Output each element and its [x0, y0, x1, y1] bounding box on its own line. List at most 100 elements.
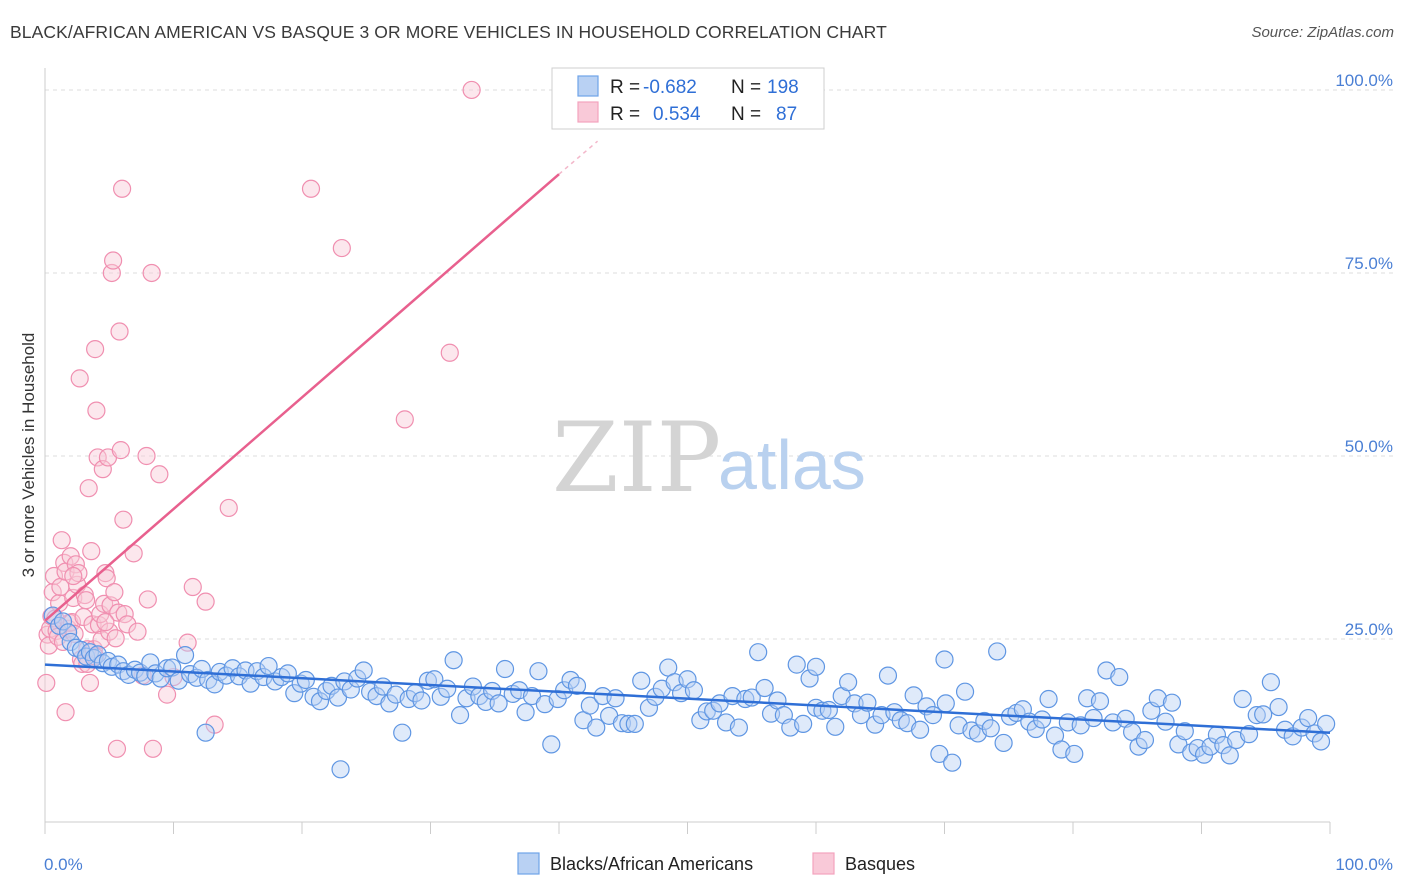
blacks-trendline — [44, 663, 1331, 734]
basques-point — [150, 465, 169, 484]
blacks-point — [1156, 712, 1175, 731]
basques-trendline — [44, 173, 560, 622]
basques-point — [114, 510, 133, 529]
blacks-point — [495, 659, 515, 679]
blacks-point — [936, 694, 955, 713]
blacks-point — [839, 673, 858, 692]
basques-point — [138, 590, 157, 609]
blacks-point — [587, 718, 606, 737]
gridlines — [45, 89, 1395, 640]
basques-point — [44, 566, 64, 586]
basques-point — [95, 594, 114, 613]
basques-point — [64, 566, 83, 586]
blacks-point — [1239, 725, 1259, 744]
basques-point — [143, 739, 163, 758]
blacks-point — [755, 678, 774, 698]
blacks-point — [606, 689, 625, 708]
blacks-point — [259, 656, 278, 676]
watermark: ZIP atlas — [552, 402, 866, 514]
basques-point — [219, 498, 238, 518]
blacks-point — [749, 643, 768, 662]
blacks-point — [1033, 710, 1052, 729]
x-tick-label: 0.0% — [44, 855, 83, 874]
blacks-point — [196, 723, 215, 742]
blacks-legend-swatch — [517, 852, 540, 875]
blacks-point — [1247, 706, 1266, 725]
blacks-point — [412, 691, 431, 710]
basques-point — [332, 238, 351, 258]
blacks-point — [53, 612, 73, 631]
basques-legend-swatch — [812, 852, 835, 875]
blacks-point — [136, 667, 155, 686]
blacks-point — [878, 666, 898, 685]
blacks-point — [516, 703, 535, 722]
pink-r-label: R = — [610, 104, 640, 125]
blacks-point — [697, 702, 716, 721]
blacks-point — [994, 733, 1013, 753]
blacks-point — [975, 711, 994, 731]
basques-point — [104, 251, 123, 270]
pink-n-label: N = — [731, 104, 761, 125]
basques-point — [110, 322, 129, 341]
trendlines — [44, 140, 1331, 734]
y-tick-label: 75.0% — [1345, 254, 1393, 273]
basques-point — [52, 531, 71, 550]
blacks-point — [175, 645, 195, 665]
watermark-zip: ZIP — [552, 402, 721, 514]
blacks-point — [704, 701, 723, 720]
basques-point — [157, 685, 177, 704]
basques-point — [70, 369, 89, 388]
blacks-point — [542, 735, 561, 754]
basques-point — [107, 739, 127, 758]
blacks-point — [450, 706, 470, 725]
blacks-point — [625, 714, 644, 734]
basques-point — [105, 583, 124, 602]
blacks-point — [331, 760, 350, 779]
basques-point — [79, 479, 98, 498]
blacks-point — [639, 698, 659, 717]
blue-n-label: N = — [731, 77, 761, 98]
blacks-point — [866, 715, 885, 734]
y-tick-label: 50.0% — [1345, 437, 1393, 456]
blue-legend-swatch — [577, 75, 599, 97]
blacks-point — [955, 682, 975, 701]
blacks-point — [736, 689, 755, 709]
y-axis-title: 3 or more Vehicles in Household — [19, 333, 38, 578]
pink-legend-swatch — [577, 101, 599, 123]
blacks-point — [1233, 689, 1252, 709]
blacks-point — [1110, 667, 1129, 687]
basques-point — [96, 613, 115, 632]
y-tick-label: 25.0% — [1345, 620, 1393, 639]
blacks-point — [88, 645, 107, 664]
blacks-point — [684, 681, 704, 700]
blacks-point — [328, 688, 348, 707]
blacks-point — [800, 669, 819, 688]
blacks-point — [904, 686, 923, 705]
basques-point — [142, 263, 161, 283]
source-credit: Source: ZipAtlas.com — [1251, 24, 1394, 41]
pink-n-value: 87 — [776, 104, 797, 125]
blacks-point — [567, 676, 587, 695]
basques-point — [69, 564, 88, 583]
basques-point — [118, 615, 137, 634]
blacks-points — [43, 606, 1336, 779]
basques-point — [183, 577, 202, 597]
blacks-point — [1148, 689, 1167, 708]
x-tick-labels: 0.0% 100.0% — [44, 855, 1393, 874]
blacks-point — [943, 753, 962, 772]
basques-point — [106, 629, 125, 648]
basques-point — [88, 448, 107, 467]
basques-point — [97, 569, 116, 588]
blacks-point — [1311, 732, 1331, 751]
blacks-point — [806, 657, 826, 676]
blacks-point — [317, 681, 336, 701]
stats-legend: R = -0.682 N = 198 R = 0.534 N = 87 — [551, 67, 825, 130]
basques-point — [100, 622, 119, 641]
blacks-point — [438, 679, 457, 698]
blacks-point — [1039, 689, 1058, 709]
blacks-point — [1026, 719, 1045, 739]
blue-r-value: -0.682 — [643, 77, 697, 98]
blacks-point — [981, 719, 1000, 738]
blue-n-value: 198 — [767, 77, 799, 98]
